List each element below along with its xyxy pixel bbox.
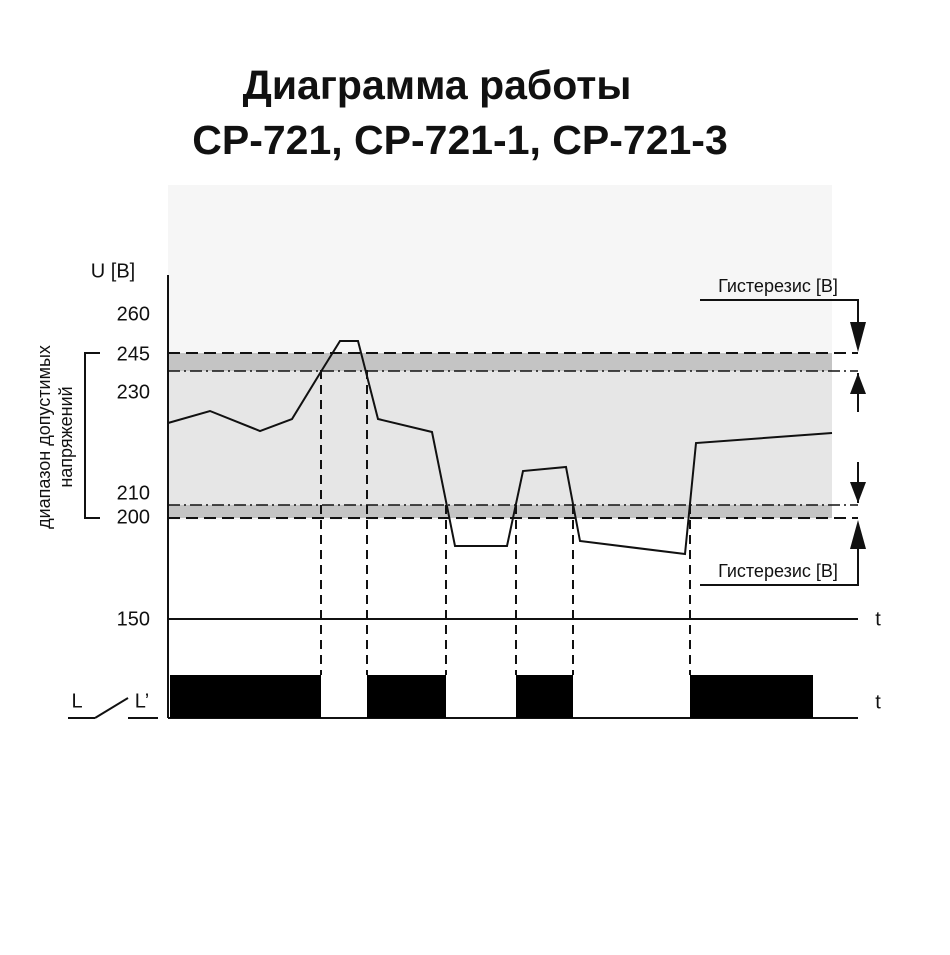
range-label-line: диапазон допустимых — [34, 345, 54, 529]
tick-label: 210 — [117, 482, 150, 504]
tick-label: 150 — [117, 608, 150, 630]
tick-label: 245 — [117, 343, 150, 365]
hysteresis-band-bottom — [168, 505, 832, 518]
tick-label: 230 — [117, 381, 150, 403]
voltage-curve — [167, 340, 833, 556]
switch-label: L’ — [135, 690, 149, 712]
title: Диаграмма работы — [243, 62, 632, 108]
switch-label: L — [71, 690, 82, 712]
relay-state — [170, 675, 813, 718]
title: CP-721, CP-721-1, CP-721-3 — [192, 117, 728, 163]
time-label: t — [875, 608, 881, 630]
range-label-line: напряжений — [56, 386, 76, 487]
switch-symbol — [68, 697, 158, 719]
hysteresis-arrows — [850, 322, 866, 549]
hysteresis-band-top — [168, 353, 832, 371]
tick-label: 200 — [117, 506, 150, 528]
hysteresis-label: Гистерезис [B] — [718, 561, 838, 581]
switch-lines — [320, 370, 691, 675]
tick-label: 260 — [117, 303, 150, 325]
time-label: t — [875, 691, 881, 713]
hysteresis-lines — [168, 370, 858, 506]
range-label: диапазон допустимых напряжений — [34, 345, 76, 529]
range-bracket — [84, 352, 100, 519]
y-axis-label: U [B] — [91, 260, 135, 282]
range-band — [168, 371, 832, 505]
hysteresis-label: Гистерезис [B] — [718, 276, 838, 296]
